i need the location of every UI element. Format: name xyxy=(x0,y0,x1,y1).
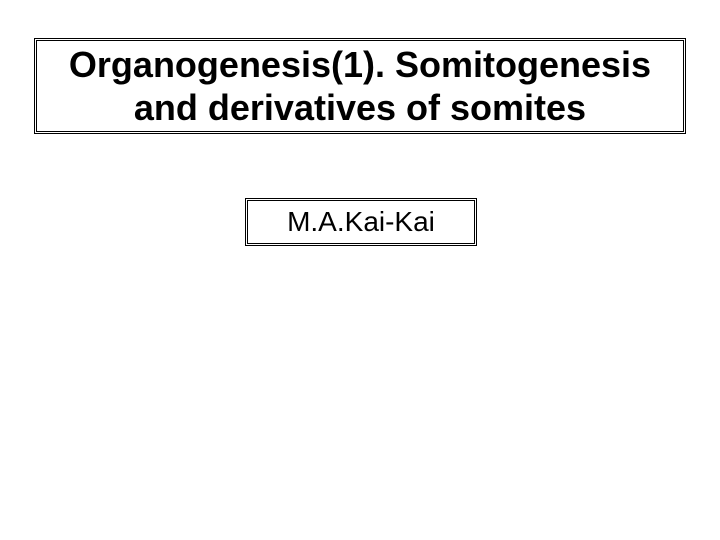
author-container: M.A.Kai-Kai xyxy=(245,198,477,246)
title-container: Organogenesis(1). Somitogenesis and deri… xyxy=(34,38,686,134)
slide-author: M.A.Kai-Kai xyxy=(287,206,435,238)
slide-title: Organogenesis(1). Somitogenesis and deri… xyxy=(47,43,673,129)
